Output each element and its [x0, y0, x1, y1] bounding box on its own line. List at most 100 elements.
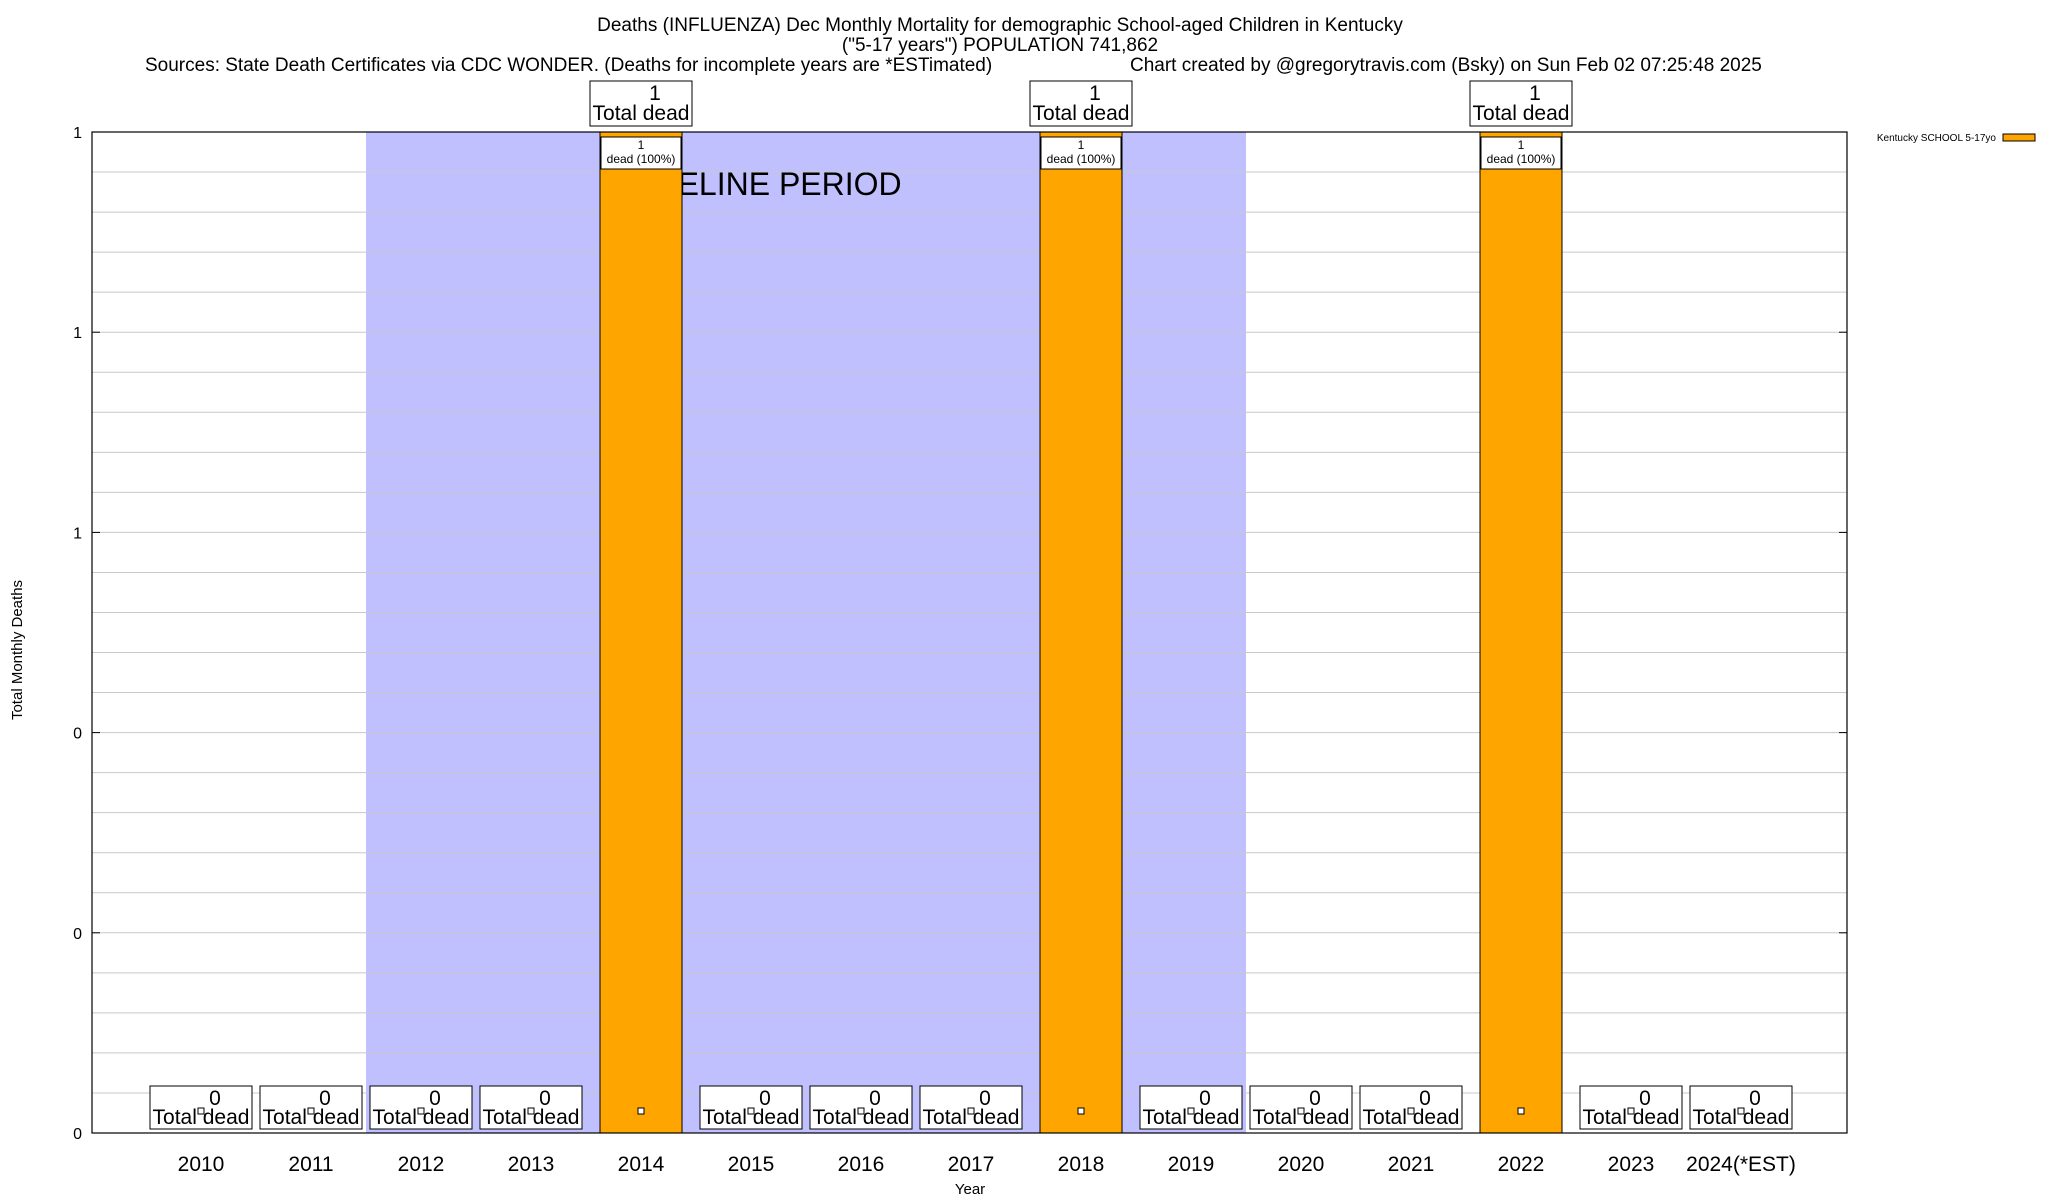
x-tick-marker: [1297, 1107, 1305, 1115]
bar-inner-percent: dead (100%): [1487, 152, 1556, 166]
x-tick-marker: [637, 1107, 645, 1115]
x-tick-marker: [1407, 1107, 1415, 1115]
x-tick-label: 2021: [1388, 1153, 1435, 1176]
bar-inner-label-box: [600, 136, 682, 170]
total-label-value: 0: [319, 1087, 331, 1110]
bar: [1479, 131, 1563, 1134]
y-tick-label: 0: [73, 726, 82, 743]
x-tick-label: 2010: [178, 1153, 225, 1176]
total-label-value: 0: [759, 1087, 771, 1110]
x-tick-marker: [307, 1107, 315, 1115]
x-tick-marker: [417, 1107, 425, 1115]
chart-title-line-1: Deaths (INFLUENZA) Dec Monthly Mortality…: [597, 15, 1403, 36]
total-label-value: 0: [1199, 1087, 1211, 1110]
bar-inner-value: 1: [1518, 138, 1525, 152]
x-tick-label: 2018: [1058, 1153, 1105, 1176]
legend: Kentucky SCHOOL 5-17yo: [1877, 133, 2036, 144]
y-axis-label: Total Monthly Deaths: [9, 580, 26, 720]
chart-sources: Sources: State Death Certificates via CD…: [145, 55, 992, 76]
chart-title-line-2: ("5-17 years") POPULATION 741,862: [842, 35, 1158, 56]
x-tick-marker: [857, 1107, 865, 1115]
legend-label: Kentucky SCHOOL 5-17yo: [1877, 133, 1997, 144]
total-label-box: [1029, 80, 1133, 127]
x-tick-marker: [527, 1107, 535, 1115]
x-tick-label: 2012: [398, 1153, 445, 1176]
x-tick-marker: [197, 1107, 205, 1115]
x-tick-marker: [1187, 1107, 1195, 1115]
y-tick-label: 1: [73, 525, 82, 542]
total-label-text: Total dead: [483, 1106, 580, 1129]
total-label-value: 0: [539, 1087, 551, 1110]
total-label-text: Total dead: [1693, 1106, 1790, 1129]
total-label-value: 1: [1529, 82, 1541, 105]
chart-credit: Chart created by @gregorytravis.com (Bsk…: [1130, 55, 1762, 76]
x-axis-label: Year: [955, 1181, 985, 1198]
total-label-text: Total dead: [1033, 102, 1130, 125]
total-label-box: [1469, 80, 1573, 127]
y-tick-label: 0: [73, 1126, 82, 1143]
total-label-text: Total dead: [1363, 1106, 1460, 1129]
total-label-text: Total dead: [1253, 1106, 1350, 1129]
total-label-value: 0: [1639, 1087, 1651, 1110]
total-label-text: Total dead: [153, 1106, 250, 1129]
total-label-text: Total dead: [373, 1106, 470, 1129]
total-label-text: Total dead: [1583, 1106, 1680, 1129]
x-tick-label: 2016: [838, 1153, 885, 1176]
bar-inner-percent: dead (100%): [607, 152, 676, 166]
plot-frame: [91, 131, 1848, 1134]
x-tick-label: 2020: [1278, 1153, 1325, 1176]
total-label-text: Total dead: [813, 1106, 910, 1129]
bar: [599, 131, 683, 1134]
y-tick-label: 1: [73, 125, 82, 142]
bar-inner-label-box: [1480, 136, 1562, 170]
total-label-value: 0: [979, 1087, 991, 1110]
y-tick-label: 1: [73, 325, 82, 342]
x-tick-marker: [967, 1107, 975, 1115]
bar-inner-value: 1: [638, 138, 645, 152]
bar-inner-label-box: [1040, 136, 1122, 170]
x-tick-marker: [747, 1107, 755, 1115]
total-label-value: 0: [1309, 1087, 1321, 1110]
total-label-text: Total dead: [593, 102, 690, 125]
x-tick-label: 2022: [1498, 1153, 1545, 1176]
total-label-text: Total dead: [263, 1106, 360, 1129]
legend-swatch: [2002, 133, 2036, 142]
x-tick-marker: [1517, 1107, 1525, 1115]
total-label-value: 0: [1419, 1087, 1431, 1110]
total-label-box: [369, 1085, 473, 1130]
x-tick-marker: [1077, 1107, 1085, 1115]
x-tick-label: 2023: [1608, 1153, 1655, 1176]
total-label-text: Total dead: [703, 1106, 800, 1129]
total-label-value: 1: [649, 82, 661, 105]
total-label-box: [589, 80, 693, 127]
x-tick-marker: [1737, 1107, 1745, 1115]
x-tick-label: 2017: [948, 1153, 995, 1176]
x-tick-label: 2024(*EST): [1686, 1153, 1796, 1176]
x-tick-marker: [1627, 1107, 1635, 1115]
bar: [1039, 131, 1123, 1134]
total-label-value: 0: [869, 1087, 881, 1110]
total-label-text: Total dead: [1473, 102, 1570, 125]
total-label-box: [699, 1085, 803, 1130]
total-label-text: Total dead: [1143, 1106, 1240, 1129]
bar-inner-value: 1: [1078, 138, 1085, 152]
x-tick-label: 2014: [618, 1153, 665, 1176]
y-tick-label: 0: [73, 926, 82, 943]
total-label-value: 1: [1089, 82, 1101, 105]
bar-inner-percent: dead (100%): [1047, 152, 1116, 166]
total-label-value: 0: [429, 1087, 441, 1110]
x-tick-label: 2011: [288, 1153, 333, 1176]
total-label-text: Total dead: [923, 1106, 1020, 1129]
